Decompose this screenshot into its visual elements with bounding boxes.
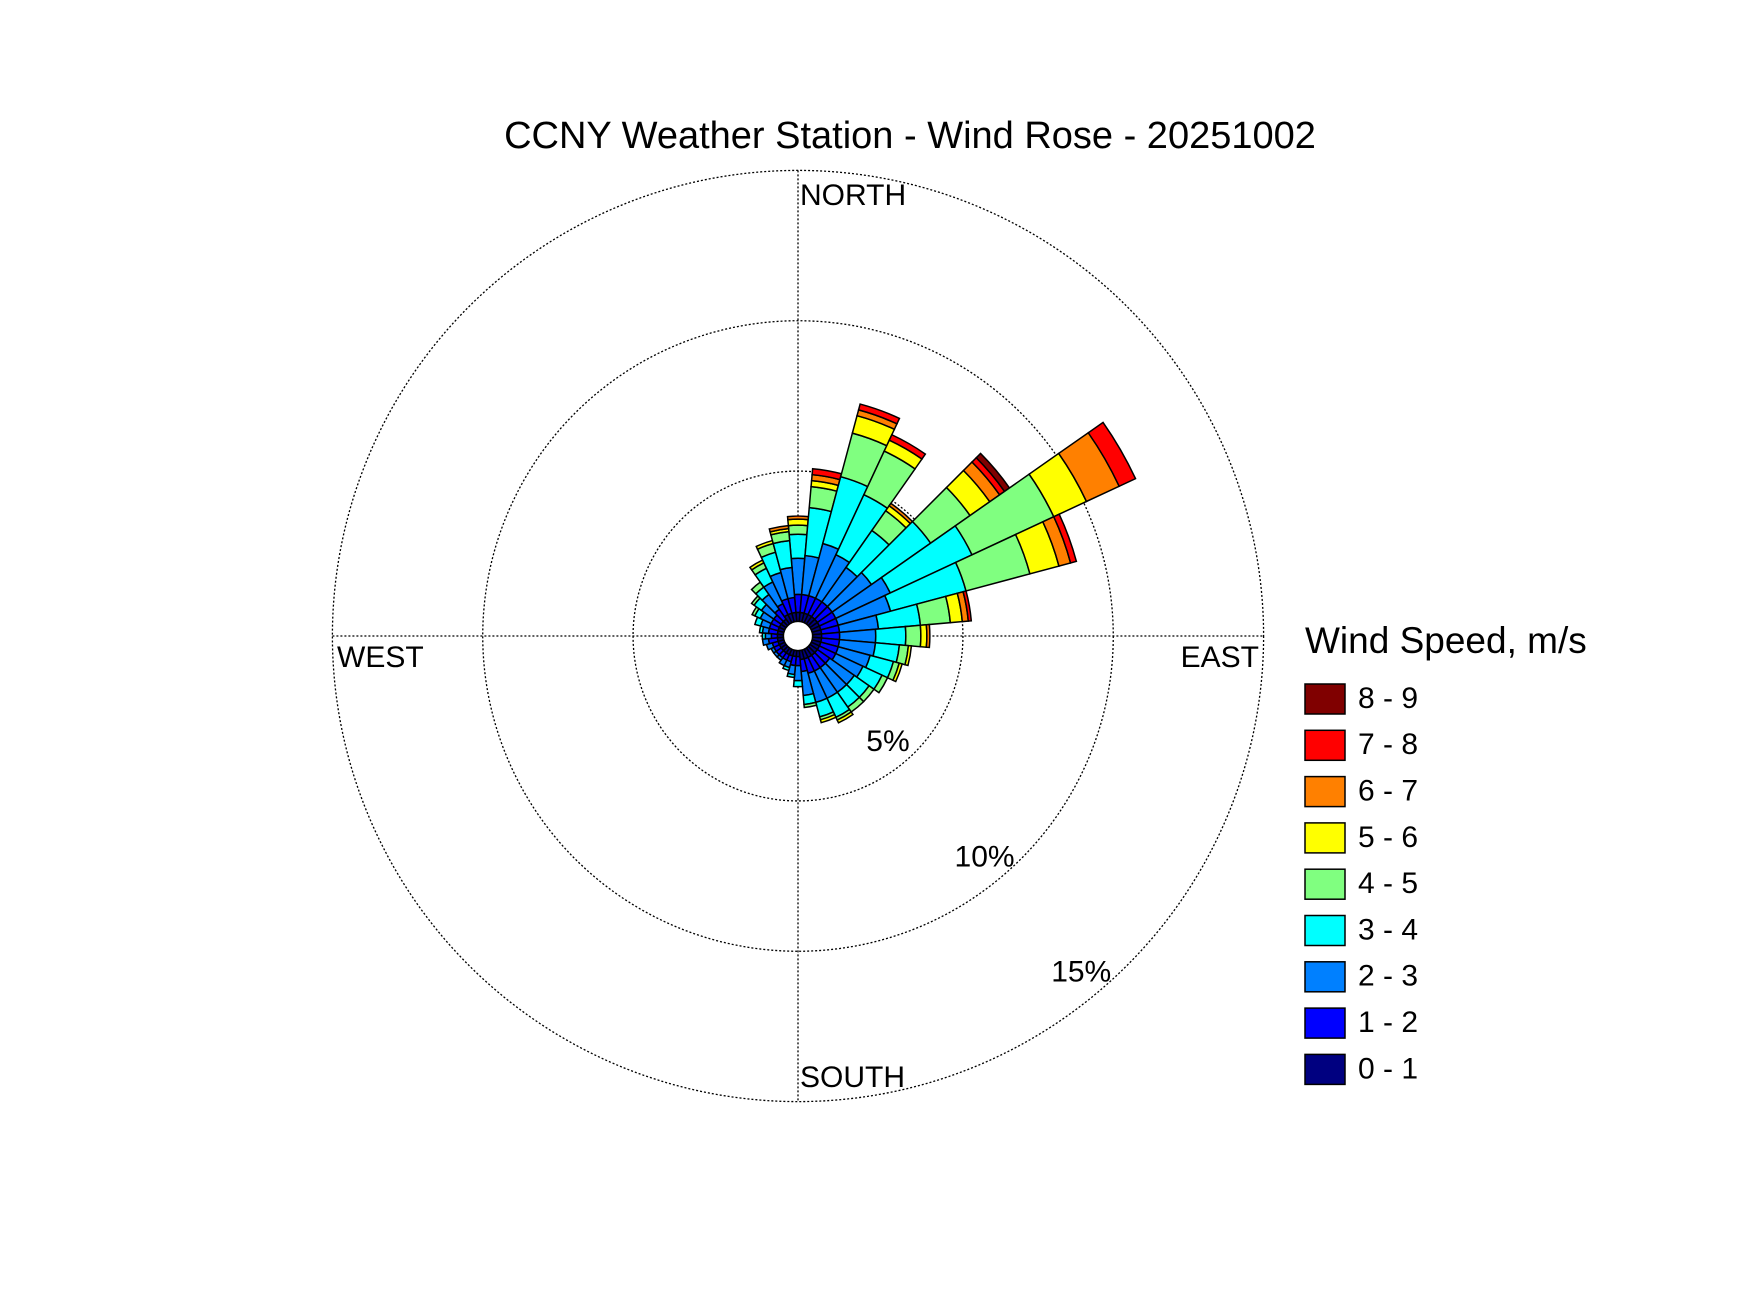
legend-label: 4 - 5 (1358, 867, 1418, 900)
wedge-segment (781, 664, 791, 672)
wedge-segment (786, 672, 796, 679)
wedges (748, 403, 1137, 724)
legend-label: 2 - 3 (1358, 960, 1418, 993)
legend-label: 3 - 4 (1358, 913, 1418, 946)
wedge-segment (786, 515, 810, 521)
legend-swatch (1304, 868, 1346, 900)
legend-swatch (1304, 1053, 1346, 1086)
legend-swatch (1304, 961, 1346, 993)
compass-label: EAST (1181, 641, 1259, 674)
legend-title: Wind Speed, m/s (1305, 620, 1587, 661)
wedge-segment (788, 533, 808, 560)
legend-swatch (1304, 775, 1346, 808)
r-tick-label: 10% (955, 840, 1015, 873)
wedge-segment (962, 590, 973, 622)
wedge-segment (904, 644, 913, 667)
legend-swatch (1304, 914, 1346, 947)
compass-label: SOUTH (800, 1061, 905, 1094)
r-tick-label: 15% (1051, 955, 1111, 988)
legend-swatch (1304, 822, 1346, 854)
center-hole (782, 620, 814, 652)
wedge-segment (768, 524, 790, 533)
legend-label: 6 - 7 (1358, 775, 1418, 808)
wedge-segment (836, 710, 854, 724)
wedge-segment (857, 403, 901, 425)
legend-label: 0 - 1 (1358, 1052, 1418, 1085)
legend-swatch (1304, 683, 1346, 715)
wedge-segment (904, 624, 922, 648)
wedge-segment (792, 679, 804, 688)
wedge-segment (803, 701, 818, 709)
wedge-segment (1052, 513, 1078, 564)
legend-swatch (1304, 729, 1346, 762)
legend-label: 5 - 6 (1358, 821, 1418, 854)
legend-label: 8 - 9 (1358, 682, 1418, 715)
wedge-segment (888, 433, 927, 461)
wedge-segment (925, 623, 931, 649)
chart-title: CCNY Weather Station - Wind Rose - 20251… (504, 115, 1316, 157)
legend-label: 1 - 2 (1358, 1006, 1418, 1039)
wedge-segment (891, 662, 904, 683)
legend-label: 7 - 8 (1358, 728, 1418, 761)
wedge-segment (819, 713, 837, 724)
compass-label: NORTH (800, 179, 906, 212)
wedge-segment (778, 656, 788, 667)
wedge-segment (1087, 421, 1137, 488)
legend-swatch (1304, 1007, 1346, 1039)
r-tick-label: 5% (866, 725, 909, 758)
compass-label: WEST (337, 641, 424, 674)
wedge-segment (787, 524, 809, 536)
wedge-segment (872, 674, 889, 694)
